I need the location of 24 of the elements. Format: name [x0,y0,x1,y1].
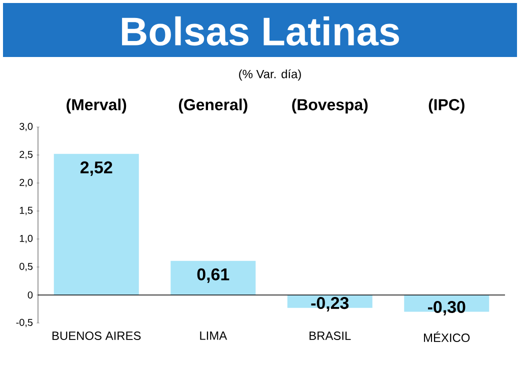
y-tick-label: 3,0 [20,122,33,132]
x-tick-label: MÉXICO [424,332,470,342]
y-tick-label: 2,0 [20,178,33,188]
y-tick-label: 1,0 [20,234,33,244]
bar [170,260,256,296]
bar [54,154,139,296]
text: (Merval) [66,98,126,114]
text: (Bovespa) [292,98,368,114]
data-label: -0,23 [311,297,349,312]
x-tick-label: BUENOS AIRES [52,332,141,340]
data-label: 2,52 [80,161,112,176]
y-tick-label: -0,5 [16,318,33,328]
y-tick-label: 1,5 [20,206,33,216]
x-tick-label: LIMA [200,332,228,340]
y-tick-label: 0,5 [20,262,33,272]
x-tick-label: BRASIL [310,332,351,340]
y-tick-label: 0 [28,291,33,299]
text: (General) [178,98,248,114]
chart-subtitle: (% Var. día) [239,69,301,81]
chart-title: Bolsas Latinas [122,16,399,46]
data-label: -0,30 [428,300,466,316]
data-label: 0,61 [197,268,230,283]
text: (IPC) [428,98,464,114]
y-tick-label: 2,5 [20,150,33,160]
